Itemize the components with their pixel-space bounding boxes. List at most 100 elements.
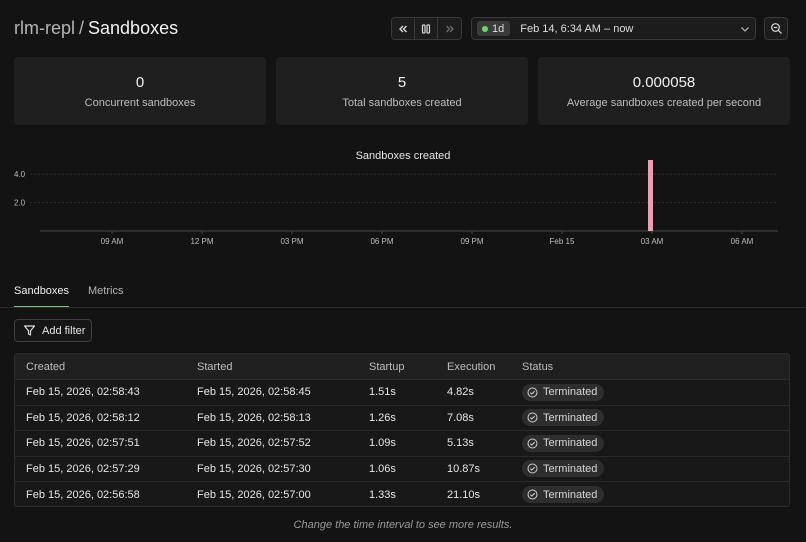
table-row[interactable]: Feb 15, 2026, 02:58:43 Feb 15, 2026, 02:…: [15, 380, 789, 406]
stat-value: 0.000058: [632, 73, 696, 91]
x-tick-label: 09 PM: [460, 237, 483, 246]
cell-status: Terminated: [522, 431, 605, 456]
filter-icon: [23, 325, 36, 336]
sandboxes-table: Created Started Startup Execution Status…: [14, 353, 790, 507]
status-badge: Terminated: [522, 409, 605, 427]
time-back-button[interactable]: [392, 18, 415, 39]
cell-startup: 1.33s: [369, 488, 396, 501]
cell-startup: 1.51s: [369, 386, 396, 399]
pause-icon: [421, 23, 431, 34]
cell-created: Feb 15, 2026, 02:56:58: [26, 488, 140, 501]
stat-value: 0: [135, 73, 145, 91]
column-header-execution[interactable]: Execution: [447, 360, 496, 373]
stat-card-average: 0.000058 Average sandboxes created per s…: [538, 57, 790, 125]
stat-label: Total sandboxes created: [342, 96, 462, 109]
double-chevron-right-icon: [445, 25, 454, 32]
column-header-created[interactable]: Created: [26, 360, 66, 373]
cell-status: Terminated: [522, 482, 605, 506]
cell-status: Terminated: [522, 380, 605, 405]
add-filter-button[interactable]: Add filter: [14, 319, 92, 342]
cell-status: Terminated: [522, 457, 605, 482]
tab-bar: Sandboxes Metrics: [0, 278, 806, 308]
time-range-preset-label: 1d: [492, 22, 505, 35]
y-tick-label: 4.0: [14, 170, 26, 179]
stat-card-total: 5 Total sandboxes created: [276, 57, 528, 125]
status-label: Terminated: [543, 462, 598, 475]
check-circle-icon: [527, 463, 538, 474]
breadcrumb-project[interactable]: rlm-repl: [14, 17, 75, 38]
cell-started: Feb 15, 2026, 02:57:52: [197, 437, 311, 450]
cell-execution: 5.13s: [447, 437, 474, 450]
cell-execution: 4.82s: [447, 386, 474, 399]
check-circle-icon: [527, 438, 538, 449]
y-tick-label: 2.0: [14, 199, 26, 208]
cell-execution: 10.87s: [447, 462, 481, 475]
cell-started: Feb 15, 2026, 02:58:45: [197, 386, 311, 399]
stat-value: 5: [397, 73, 407, 91]
cell-started: Feb 15, 2026, 02:58:13: [197, 411, 311, 424]
time-nav-group: [391, 17, 462, 40]
column-header-status[interactable]: Status: [522, 360, 554, 373]
x-tick-label: 06 AM: [731, 237, 754, 246]
time-range-select[interactable]: 1d Feb 14, 6:34 AM – now: [471, 17, 756, 40]
table-header: Created Started Startup Execution Status: [15, 354, 789, 380]
tab-metrics[interactable]: Metrics: [88, 285, 124, 297]
column-header-startup[interactable]: Startup: [369, 360, 405, 373]
double-chevron-left-icon: [399, 25, 407, 32]
cell-execution: 21.10s: [447, 488, 481, 501]
x-tick-label: 03 AM: [641, 237, 664, 246]
status-label: Terminated: [543, 488, 598, 501]
footer-note: Change the time interval to see more res…: [293, 519, 513, 531]
x-tick-label: Feb 15: [550, 237, 575, 246]
live-indicator: [482, 25, 488, 32]
status-label: Terminated: [543, 386, 598, 399]
status-badge: Terminated: [522, 486, 605, 504]
cell-started: Feb 15, 2026, 02:57:00: [197, 488, 311, 501]
cell-execution: 7.08s: [447, 411, 474, 424]
sandboxes-created-chart: Sandboxes created 4.0 2.0 09 AM 12 PM 03 PM 0…: [0, 140, 806, 255]
status-label: Terminated: [543, 437, 598, 450]
pause-button[interactable]: [415, 18, 438, 39]
cell-startup: 1.09s: [369, 437, 396, 450]
status-label: Terminated: [543, 411, 598, 424]
stat-card-concurrent: 0 Concurrent sandboxes: [14, 57, 266, 125]
cell-created: Feb 15, 2026, 02:58:43: [26, 386, 140, 399]
breadcrumb-separator: /: [79, 17, 85, 38]
cell-created: Feb 15, 2026, 02:58:12: [26, 411, 140, 424]
page-header: rlm-repl / Sandboxes: [14, 0, 792, 56]
cell-status: Terminated: [522, 406, 605, 431]
stat-label: Concurrent sandboxes: [84, 96, 196, 109]
x-tick-label: 03 PM: [280, 237, 303, 246]
check-circle-icon: [527, 489, 538, 500]
time-range-label: Feb 14, 6:34 AM – now: [520, 22, 634, 35]
cell-startup: 1.06s: [369, 462, 396, 475]
zoom-icon: [770, 23, 782, 34]
stat-label: Average sandboxes created per second: [566, 96, 762, 109]
add-filter-label: Add filter: [42, 324, 86, 337]
chevron-down-icon: [735, 23, 755, 35]
stats-row: 0 Concurrent sandboxes 5 Total sandboxes…: [14, 57, 790, 125]
check-circle-icon: [527, 387, 538, 398]
chart-bar: [648, 160, 653, 231]
table-row[interactable]: Feb 15, 2026, 02:57:29 Feb 15, 2026, 02:…: [15, 457, 789, 482]
table-row[interactable]: Feb 15, 2026, 02:56:58 Feb 15, 2026, 02:…: [15, 482, 789, 506]
zoom-button[interactable]: [764, 17, 788, 40]
chart-title: Sandboxes created: [355, 150, 451, 162]
check-circle-icon: [527, 412, 538, 423]
cell-started: Feb 15, 2026, 02:57:30: [197, 462, 311, 475]
column-header-started[interactable]: Started: [197, 360, 233, 373]
table-row[interactable]: Feb 15, 2026, 02:58:12 Feb 15, 2026, 02:…: [15, 406, 789, 431]
cell-startup: 1.26s: [369, 411, 396, 424]
tab-sandboxes[interactable]: Sandboxes: [14, 285, 70, 307]
chart-plot: 4.0 2.0 09 AM 12 PM 03 PM 06 PM 09 PM Feb 15 03 …: [14, 160, 778, 246]
time-range-preset: 1d: [477, 21, 511, 36]
breadcrumb-current: Sandboxes: [88, 17, 179, 38]
x-tick-label: 09 AM: [101, 237, 124, 246]
status-badge: Terminated: [522, 434, 605, 452]
cell-created: Feb 15, 2026, 02:57:29: [26, 462, 140, 475]
time-forward-button[interactable]: [438, 18, 461, 39]
x-tick-label: 12 PM: [190, 237, 213, 246]
status-badge: Terminated: [522, 460, 605, 478]
x-tick-label: 06 PM: [370, 237, 393, 246]
table-row[interactable]: Feb 15, 2026, 02:57:51 Feb 15, 2026, 02:…: [15, 431, 789, 457]
